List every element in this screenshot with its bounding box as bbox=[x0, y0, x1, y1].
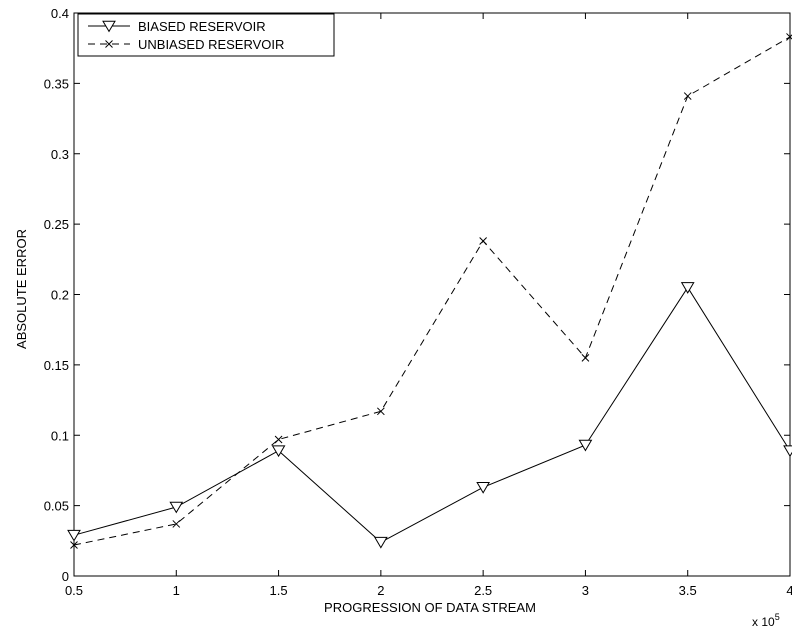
data-point bbox=[476, 482, 491, 494]
x-tick-label: 2 bbox=[377, 583, 384, 598]
y-axis-label: ABSOLUTE ERROR bbox=[14, 229, 29, 349]
y-tick-label: 0.25 bbox=[44, 217, 69, 232]
x-tick-label: 1.5 bbox=[270, 583, 288, 598]
series-line bbox=[73, 36, 791, 546]
y-tick-label: 0.05 bbox=[44, 499, 69, 514]
x-axis-multiplier-exponent: 5 bbox=[775, 612, 780, 622]
data-point bbox=[578, 439, 593, 452]
data-point bbox=[683, 92, 692, 100]
data-point bbox=[67, 529, 81, 542]
data-point bbox=[373, 536, 388, 549]
series-line bbox=[73, 286, 791, 543]
legend: BIASED RESERVOIR UNBIASED RESERVOIR bbox=[77, 13, 335, 57]
data-point bbox=[786, 33, 792, 41]
y-tick-label: 0.3 bbox=[51, 147, 69, 162]
data-point bbox=[70, 541, 78, 549]
legend-label: BIASED RESERVOIR bbox=[138, 19, 266, 34]
legend-label: UNBIASED RESERVOIR bbox=[138, 37, 284, 52]
y-tick-label: 0.15 bbox=[44, 358, 69, 373]
data-point bbox=[169, 501, 184, 514]
x-tick-label: 3.5 bbox=[679, 583, 697, 598]
legend-item: BIASED RESERVOIR bbox=[88, 19, 266, 34]
y-tick-label: 0.35 bbox=[44, 76, 69, 91]
x-axis-multiplier-base: x 10 bbox=[752, 615, 775, 626]
data-point bbox=[274, 435, 283, 444]
y-tick-label: 0 bbox=[62, 569, 69, 584]
data-point bbox=[680, 282, 695, 294]
x-tick-label: 0.5 bbox=[65, 583, 83, 598]
x-tick-label: 2.5 bbox=[474, 583, 492, 598]
series-biased-reservoir bbox=[67, 282, 792, 549]
data-point bbox=[581, 353, 590, 362]
y-tick-label: 0.2 bbox=[51, 288, 69, 303]
data-point bbox=[271, 445, 286, 458]
y-tick-label: 0.4 bbox=[51, 6, 69, 21]
y-tick-label: 0.1 bbox=[51, 428, 69, 443]
x-tick-label: 3 bbox=[582, 583, 589, 598]
legend-box bbox=[77, 13, 335, 57]
data-point bbox=[479, 237, 487, 245]
series-unbiased-reservoir bbox=[70, 33, 792, 549]
data-point bbox=[172, 520, 181, 528]
x-axis-multiplier: x 105 bbox=[752, 612, 780, 626]
series-layer bbox=[67, 33, 792, 549]
data-point bbox=[377, 407, 385, 416]
legend-item: UNBIASED RESERVOIR bbox=[88, 37, 284, 52]
data-point bbox=[783, 445, 792, 458]
legend-marker bbox=[105, 40, 113, 48]
axes: 0.5 1 1.5 2 2.5 3 3.5 4 0 0.05 0.1 0.15 0.2 0.25 0.3 0.… bbox=[44, 6, 792, 598]
x-tick-label: 4 bbox=[786, 583, 792, 598]
legend-marker bbox=[102, 20, 116, 33]
x-axis-label: PROGRESSION OF DATA STREAM bbox=[324, 600, 536, 615]
x-tick-label: 1 bbox=[173, 583, 180, 598]
